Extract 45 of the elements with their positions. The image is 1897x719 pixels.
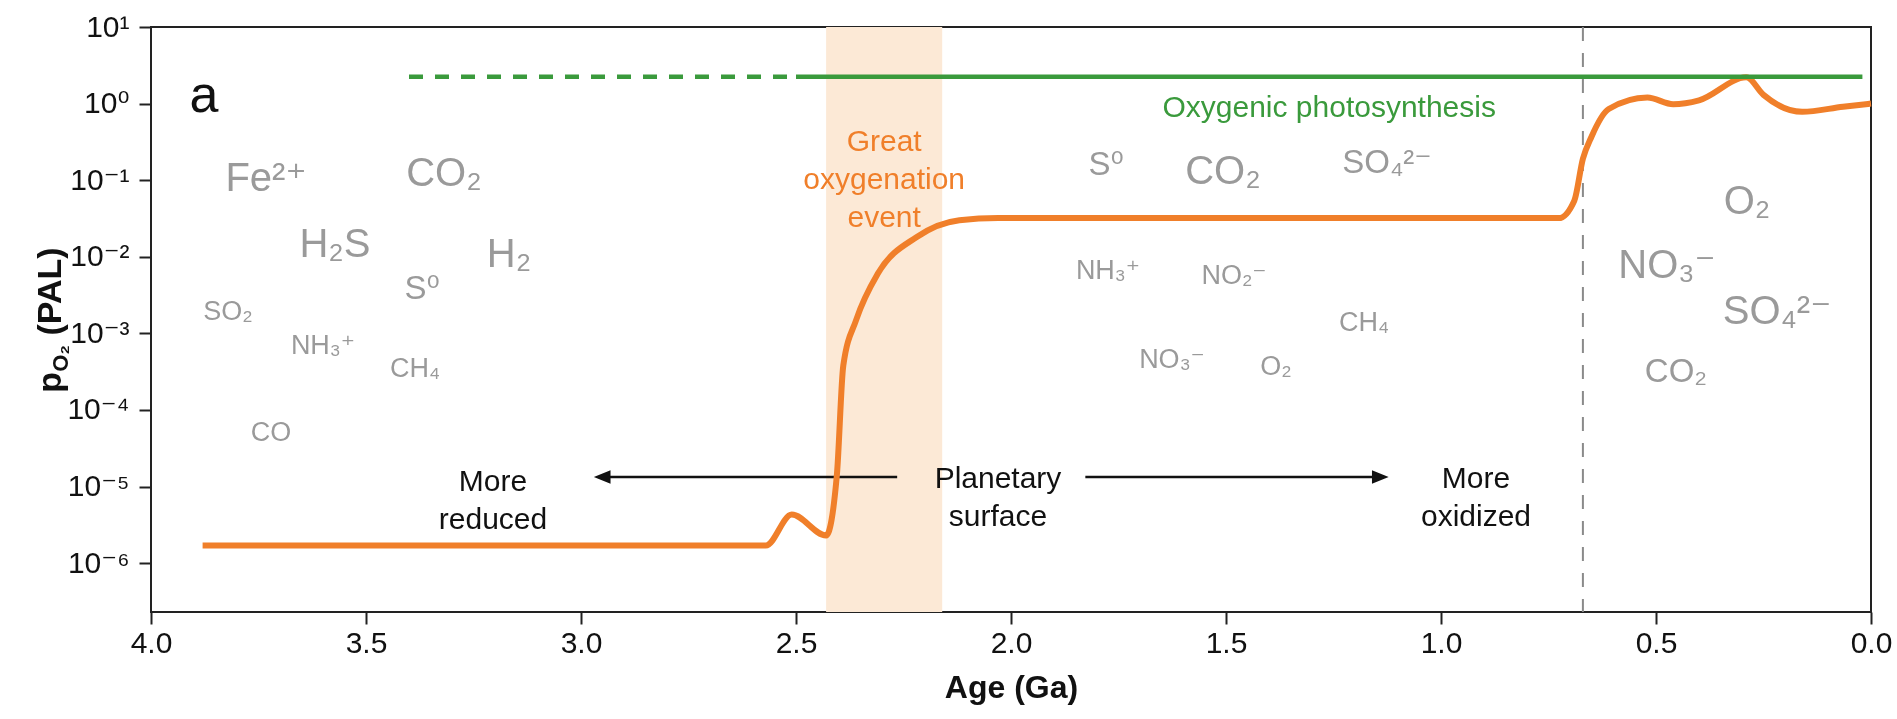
annotation: H₂ xyxy=(486,231,532,275)
annotation: NO₃⁻ xyxy=(1618,242,1716,286)
x-tick-label: 1.5 xyxy=(1205,625,1248,659)
x-tick-label: 0.0 xyxy=(1850,625,1893,659)
annotation: CH₄ xyxy=(1338,307,1390,337)
annotation: NO₂⁻ xyxy=(1201,260,1267,290)
y-tick-label: 10⁻³ xyxy=(70,315,130,349)
annotation: SO₂ xyxy=(203,296,253,326)
x-axis-title: Age (Ga) xyxy=(944,668,1079,705)
annotation: S⁰ xyxy=(1088,145,1124,182)
annotation: CO₂ xyxy=(1644,352,1708,389)
annotation: NO₃⁻ xyxy=(1139,344,1205,374)
x-tick-label: 2.0 xyxy=(990,625,1033,659)
annotation: CH₄ xyxy=(389,353,441,383)
annotation: SO₄²⁻ xyxy=(1722,288,1832,332)
series-label: Oxygenic photosynthesis xyxy=(1162,89,1496,123)
annotation: SO₄²⁻ xyxy=(1342,143,1432,180)
annotation: CO xyxy=(250,417,292,447)
y-tick-label: 10¹ xyxy=(86,9,130,43)
annotation: O₂ xyxy=(1723,178,1771,222)
annotation: NH₃⁺ xyxy=(1075,255,1141,285)
annotation: Planetary surface xyxy=(934,461,1062,532)
annotation: H₂S xyxy=(299,221,371,265)
x-tick-label: 1.0 xyxy=(1420,625,1463,659)
x-tick-label: 3.5 xyxy=(345,625,388,659)
annotation: NH₃⁺ xyxy=(290,330,356,360)
annotation: More reduced xyxy=(438,464,548,535)
band-label: Great oxygenation event xyxy=(803,124,966,233)
x-tick-label: 0.5 xyxy=(1635,625,1678,659)
annotation: CO₂ xyxy=(406,150,482,194)
y-tick-label: 10⁻¹ xyxy=(70,162,130,196)
annotation: O₂ xyxy=(1260,351,1292,381)
annotation: S⁰ xyxy=(404,269,440,306)
y-tick-label: 10⁻² xyxy=(70,239,130,273)
y-tick-label: 10⁰ xyxy=(84,86,130,120)
y-tick-label: 10⁻⁴ xyxy=(67,392,130,426)
y-tick-label: 10⁻⁶ xyxy=(67,545,130,579)
x-tick-label: 2.5 xyxy=(775,625,818,659)
annotation: CO₂ xyxy=(1185,148,1261,192)
x-tick-label: 4.0 xyxy=(130,625,173,659)
y-tick-label: 10⁻⁵ xyxy=(67,469,130,503)
annotation: More oxidized xyxy=(1420,461,1532,532)
annotation: a xyxy=(189,65,219,123)
annotation: Fe²⁺ xyxy=(225,155,307,199)
x-tick-label: 3.0 xyxy=(560,625,603,659)
